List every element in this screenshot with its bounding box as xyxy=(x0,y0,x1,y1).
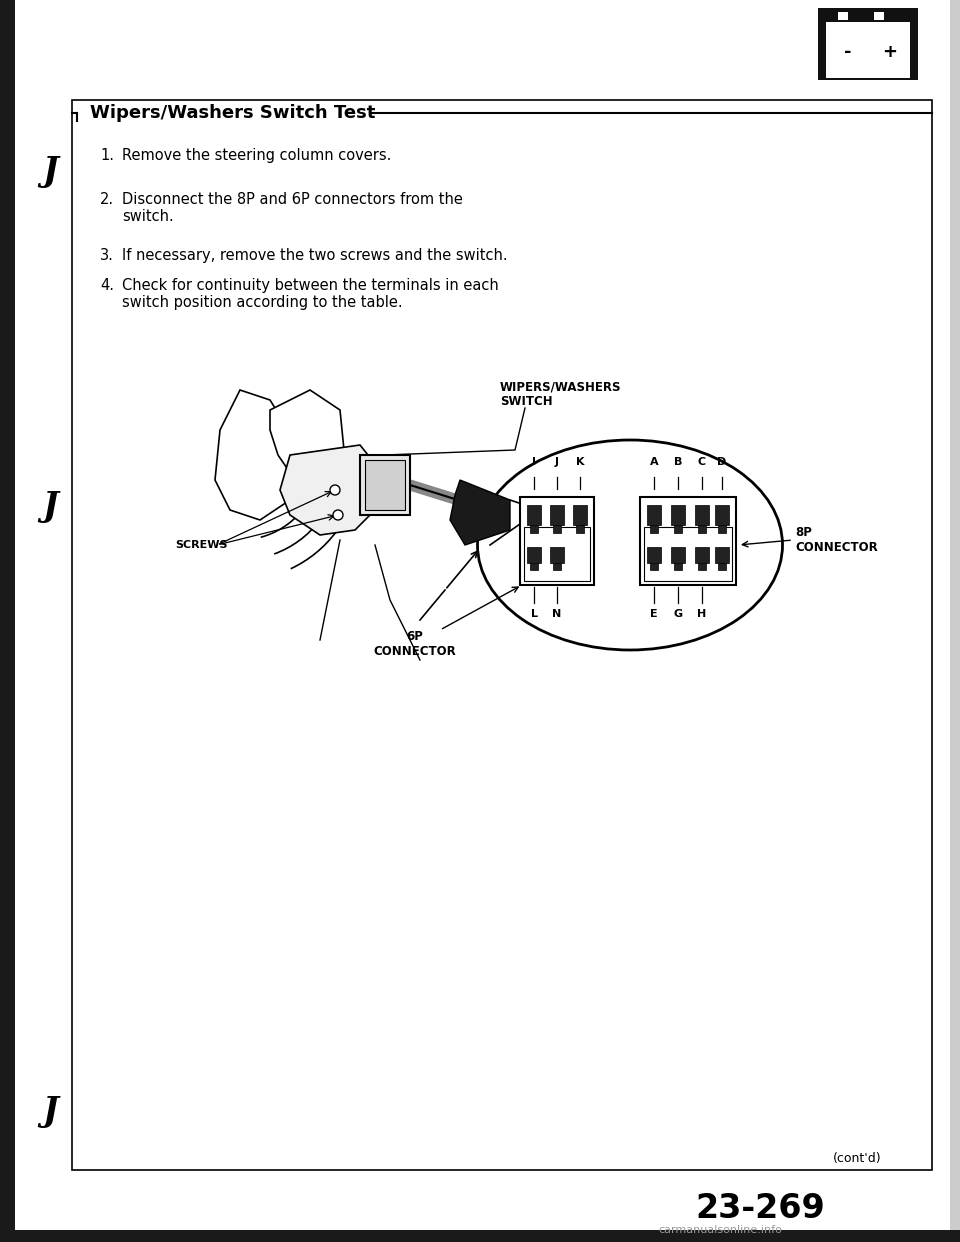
Text: D: D xyxy=(717,457,727,467)
Bar xyxy=(365,460,405,510)
Text: 23-269: 23-269 xyxy=(695,1192,825,1225)
Bar xyxy=(553,563,561,570)
Bar xyxy=(527,546,541,563)
Text: 6P
CONNECTOR: 6P CONNECTOR xyxy=(373,630,456,658)
Bar xyxy=(874,12,884,20)
Text: -: - xyxy=(844,43,852,61)
Polygon shape xyxy=(450,479,510,545)
Text: A: A xyxy=(650,457,659,467)
Text: 1.: 1. xyxy=(100,148,114,163)
Bar xyxy=(674,525,682,533)
Bar xyxy=(671,546,685,563)
Text: L: L xyxy=(531,609,538,619)
Bar xyxy=(0,0,15,1242)
Text: +: + xyxy=(882,43,898,61)
Bar xyxy=(698,563,706,570)
Text: (cont'd): (cont'd) xyxy=(833,1153,882,1165)
Text: J: J xyxy=(42,491,58,523)
Ellipse shape xyxy=(477,440,782,650)
Text: J: J xyxy=(42,155,58,188)
Bar xyxy=(650,563,658,570)
Text: Disconnect the 8P and 6P connectors from the: Disconnect the 8P and 6P connectors from… xyxy=(122,193,463,207)
Text: Check for continuity between the terminals in each: Check for continuity between the termina… xyxy=(122,278,499,293)
Bar xyxy=(520,497,594,585)
Bar xyxy=(826,22,910,78)
Text: carmanualsonline.info: carmanualsonline.info xyxy=(658,1225,782,1235)
Bar xyxy=(647,546,661,563)
Bar xyxy=(647,505,661,525)
Text: If necessary, remove the two screws and the switch.: If necessary, remove the two screws and … xyxy=(122,248,508,263)
Text: K: K xyxy=(576,457,585,467)
Polygon shape xyxy=(270,390,345,491)
Bar xyxy=(715,505,729,525)
Bar xyxy=(715,546,729,563)
Bar xyxy=(530,525,538,533)
Bar xyxy=(550,505,564,525)
Bar xyxy=(818,7,918,79)
Text: 2.: 2. xyxy=(100,193,114,207)
Text: H: H xyxy=(697,609,707,619)
Bar xyxy=(698,525,706,533)
Circle shape xyxy=(330,484,340,496)
Bar xyxy=(674,563,682,570)
Text: switch.: switch. xyxy=(122,209,174,224)
Bar xyxy=(872,10,886,17)
Text: N: N xyxy=(552,609,562,619)
Text: 4.: 4. xyxy=(100,278,114,293)
Bar xyxy=(640,497,736,585)
Text: Wipers/Washers Switch Test: Wipers/Washers Switch Test xyxy=(90,104,375,122)
Text: SCREWS: SCREWS xyxy=(175,540,228,550)
Polygon shape xyxy=(215,390,295,520)
Bar xyxy=(695,546,709,563)
Text: J: J xyxy=(42,1095,58,1128)
Bar xyxy=(573,505,587,525)
Text: G: G xyxy=(673,609,683,619)
Text: WIPERS/WASHERS
SWITCH: WIPERS/WASHERS SWITCH xyxy=(500,380,621,409)
Polygon shape xyxy=(280,445,380,535)
Bar xyxy=(644,527,732,581)
Text: 8P
CONNECTOR: 8P CONNECTOR xyxy=(795,527,877,554)
Bar xyxy=(524,527,590,581)
Ellipse shape xyxy=(480,503,500,517)
Circle shape xyxy=(333,510,343,520)
Bar xyxy=(671,505,685,525)
Text: J: J xyxy=(555,457,559,467)
Text: 3.: 3. xyxy=(100,248,114,263)
Bar xyxy=(72,101,932,1170)
Bar xyxy=(650,525,658,533)
Text: I: I xyxy=(532,457,536,467)
Bar xyxy=(527,505,541,525)
Text: B: B xyxy=(674,457,683,467)
Bar xyxy=(838,12,848,20)
Text: C: C xyxy=(698,457,706,467)
Bar xyxy=(576,525,584,533)
Bar xyxy=(718,525,726,533)
Bar xyxy=(950,0,960,1242)
Bar xyxy=(695,505,709,525)
Text: switch position according to the table.: switch position according to the table. xyxy=(122,296,402,310)
Bar xyxy=(0,1230,960,1242)
Bar xyxy=(836,10,850,17)
Bar xyxy=(718,563,726,570)
Bar xyxy=(530,563,538,570)
Bar xyxy=(550,546,564,563)
Text: Remove the steering column covers.: Remove the steering column covers. xyxy=(122,148,392,163)
Text: E: E xyxy=(650,609,658,619)
Bar xyxy=(553,525,561,533)
Bar xyxy=(360,455,410,515)
